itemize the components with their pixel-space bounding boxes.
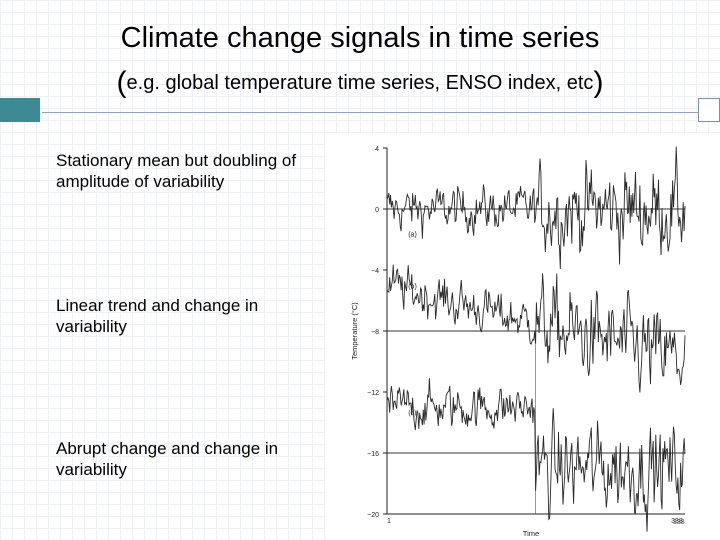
title-divider [42,112,720,113]
slide-title: Climate change signals in time series [120,22,600,54]
series-label: (b) [408,283,417,290]
bullet-stationary-mean: Stationary mean but doubling of amplitud… [56,151,297,191]
chart-labels: 4 0 −4 −8 −12 −16 −20 1 338 Time Temperature (°C) (… [350,146,685,538]
y-tick-label: −12 [367,390,379,397]
series-group [386,146,686,532]
y-tick-label: −4 [371,268,379,275]
y-axis-label: Temperature (°C) [350,302,359,360]
subtitle-close-paren: ) [593,66,604,99]
series-line-0 [386,146,686,270]
subtitle-open-paren: ( [116,66,127,99]
y-tick-label: 4 [375,146,379,153]
accent-box [698,98,720,122]
series-label: (c) [408,410,416,417]
bullet-abrupt-change: Abrupt change and change in variability [56,439,279,479]
series-line-1 [386,264,686,393]
series-label: (a) [408,231,417,238]
x-axis-label: Time [523,529,539,538]
series-line-2 [386,378,686,532]
y-tick-label: 0 [375,207,379,214]
x-tick-label: 338 [671,518,683,525]
y-tick-label: −16 [367,451,379,458]
y-tick-label: −8 [371,329,379,336]
accent-bar [0,98,40,122]
y-tick-label: −20 [367,512,379,519]
slide-subtitle: (e.g. global temperature time series, EN… [0,63,720,99]
bullet-linear-trend: Linear trend and change in variability [56,296,259,336]
subtitle-text: e.g. global temperature time series, ENS… [126,72,594,94]
temperature-chart: 4 0 −4 −8 −12 −16 −20 1 338 Time Temperature (°C) (… [325,134,720,540]
x-tick-label: 1 [387,518,391,525]
page-number: 338 [673,519,685,526]
